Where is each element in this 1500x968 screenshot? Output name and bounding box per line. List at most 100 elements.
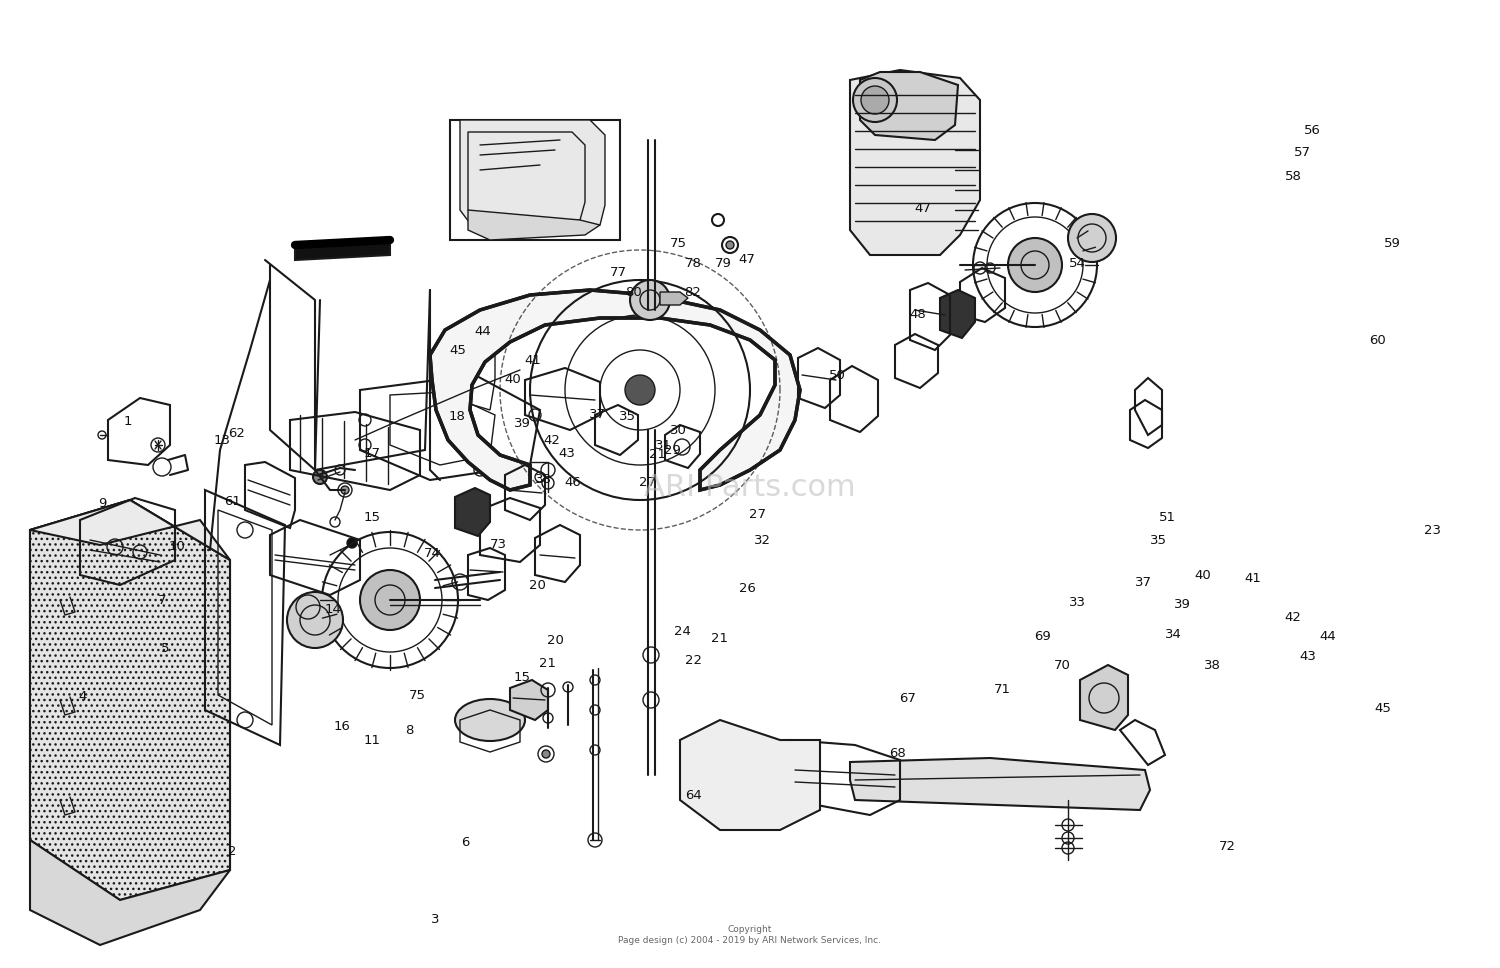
Text: 22: 22: [684, 653, 702, 667]
Text: 80: 80: [624, 286, 642, 299]
Text: 77: 77: [609, 266, 627, 280]
Text: 75: 75: [408, 688, 426, 702]
Text: 11: 11: [363, 734, 381, 747]
Text: 23: 23: [1424, 524, 1442, 537]
Text: 44: 44: [1318, 630, 1336, 644]
Text: 74: 74: [423, 547, 441, 560]
Text: 16: 16: [333, 719, 351, 733]
Polygon shape: [940, 290, 975, 338]
Text: 13: 13: [213, 434, 231, 447]
Text: 3: 3: [430, 913, 439, 926]
Text: 54: 54: [1068, 257, 1086, 270]
Text: 40: 40: [504, 373, 522, 386]
Text: 39: 39: [1173, 598, 1191, 612]
Text: 40: 40: [1194, 569, 1212, 583]
Polygon shape: [859, 72, 958, 140]
Text: 43: 43: [1299, 650, 1317, 663]
Circle shape: [853, 78, 897, 122]
Text: 64: 64: [684, 789, 702, 802]
Text: 48: 48: [909, 308, 927, 321]
Text: 15: 15: [363, 511, 381, 525]
Text: 78: 78: [684, 257, 702, 270]
Text: 47: 47: [914, 201, 932, 215]
Polygon shape: [850, 70, 980, 255]
Text: 34: 34: [1164, 627, 1182, 641]
Polygon shape: [468, 210, 600, 240]
Text: 30: 30: [669, 424, 687, 438]
Text: 4: 4: [78, 690, 87, 704]
Text: ARI Parts.com: ARI Parts.com: [644, 473, 856, 502]
Text: 57: 57: [1293, 146, 1311, 160]
Polygon shape: [680, 720, 820, 830]
Text: 8: 8: [405, 724, 414, 738]
Text: 72: 72: [1218, 840, 1236, 854]
Text: 47: 47: [738, 253, 756, 266]
Text: 35: 35: [1149, 533, 1167, 547]
Text: 15: 15: [513, 671, 531, 684]
Text: 20: 20: [546, 634, 564, 648]
Text: 45: 45: [448, 344, 466, 357]
Text: 79: 79: [714, 257, 732, 270]
Circle shape: [340, 486, 350, 494]
Text: 61: 61: [224, 495, 242, 508]
Polygon shape: [510, 680, 548, 720]
Text: 21: 21: [648, 448, 666, 462]
Text: 71: 71: [993, 682, 1011, 696]
Ellipse shape: [454, 699, 525, 741]
Text: 31: 31: [654, 439, 672, 452]
Circle shape: [314, 470, 327, 484]
Polygon shape: [850, 758, 1150, 810]
Text: 82: 82: [684, 286, 702, 299]
Text: 37: 37: [1134, 576, 1152, 590]
Text: 59: 59: [1383, 237, 1401, 251]
Text: 27: 27: [748, 508, 766, 522]
Text: 38: 38: [1203, 659, 1221, 673]
Text: 1: 1: [123, 414, 132, 428]
Circle shape: [861, 86, 889, 114]
Polygon shape: [1080, 665, 1128, 730]
Text: 37: 37: [588, 408, 606, 421]
Text: 21: 21: [538, 656, 556, 670]
Text: 43: 43: [558, 446, 576, 460]
Polygon shape: [296, 240, 390, 260]
Text: 10: 10: [168, 540, 186, 554]
Text: 42: 42: [543, 434, 561, 447]
Text: 67: 67: [898, 692, 916, 706]
Text: 6: 6: [460, 835, 470, 849]
Text: 33: 33: [1068, 595, 1086, 609]
Polygon shape: [30, 500, 230, 900]
Text: 14: 14: [324, 603, 342, 617]
Text: 24: 24: [674, 624, 692, 638]
Circle shape: [1068, 214, 1116, 262]
Text: 69: 69: [1034, 630, 1052, 644]
Polygon shape: [430, 290, 800, 490]
Bar: [450, 120, 620, 240]
Polygon shape: [460, 120, 604, 230]
Text: 68: 68: [888, 746, 906, 760]
Text: 21: 21: [711, 632, 729, 646]
Text: 62: 62: [228, 427, 246, 440]
Text: 45: 45: [1374, 702, 1392, 715]
Text: 42: 42: [1284, 611, 1302, 624]
Text: 41: 41: [524, 353, 542, 367]
Text: 7: 7: [158, 593, 166, 607]
Text: 60: 60: [1368, 334, 1386, 348]
Text: 58: 58: [1284, 169, 1302, 183]
Text: 9: 9: [98, 497, 106, 510]
Text: 50: 50: [828, 369, 846, 382]
Text: 29: 29: [663, 443, 681, 457]
Circle shape: [542, 750, 550, 758]
Text: 27: 27: [639, 475, 657, 489]
Text: 38: 38: [534, 472, 552, 486]
Text: 26: 26: [738, 582, 756, 595]
Text: 5: 5: [160, 642, 170, 655]
Circle shape: [286, 592, 344, 648]
Text: 70: 70: [1053, 659, 1071, 673]
Text: 51: 51: [1158, 511, 1176, 525]
Circle shape: [1008, 238, 1062, 292]
Text: 17: 17: [363, 446, 381, 460]
Text: 2: 2: [228, 845, 237, 859]
Text: 35: 35: [618, 409, 636, 423]
Polygon shape: [30, 500, 230, 900]
Text: 32: 32: [753, 533, 771, 547]
